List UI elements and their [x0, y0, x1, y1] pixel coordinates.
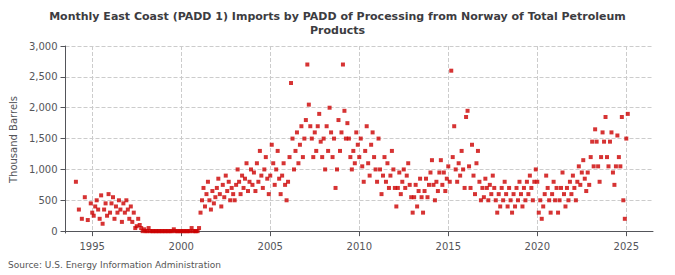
svg-text:0: 0	[51, 226, 57, 237]
svg-text:3,000: 3,000	[29, 41, 58, 52]
svg-text:2,500: 2,500	[29, 71, 58, 82]
svg-text:1,000: 1,000	[29, 164, 58, 175]
svg-text:2025: 2025	[614, 241, 639, 252]
svg-text:2,000: 2,000	[29, 102, 58, 113]
svg-text:500: 500	[38, 195, 57, 206]
svg-text:Source: U.S. Energy Informatio: Source: U.S. Energy Information Administ…	[8, 260, 221, 270]
svg-text:2015: 2015	[436, 241, 461, 252]
svg-text:2005: 2005	[258, 241, 283, 252]
svg-text:2020: 2020	[525, 241, 550, 252]
svg-text:Monthly East Coast (PADD 1) Im: Monthly East Coast (PADD 1) Imports by P…	[49, 10, 626, 23]
svg-text:2000: 2000	[169, 241, 194, 252]
svg-text:1,500: 1,500	[29, 133, 58, 144]
svg-text:Products: Products	[310, 24, 366, 37]
svg-text:Thousand Barrels: Thousand Barrels	[8, 96, 19, 184]
svg-text:2010: 2010	[347, 241, 372, 252]
svg-text:1995: 1995	[80, 241, 105, 252]
